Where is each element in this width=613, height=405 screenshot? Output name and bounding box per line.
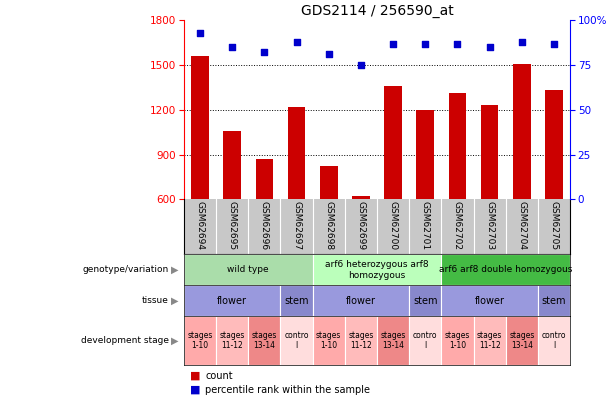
Text: stages
1-10: stages 1-10 [445, 331, 470, 350]
Point [195, 30, 205, 36]
Text: percentile rank within the sample: percentile rank within the sample [205, 385, 370, 395]
Bar [513, 64, 531, 199]
Bar [538, 316, 570, 364]
Text: contro
l: contro l [542, 331, 566, 350]
Text: GSM62701: GSM62701 [421, 201, 430, 250]
Text: stages
11-12: stages 11-12 [477, 331, 502, 350]
Point [549, 40, 559, 47]
Text: ▶: ▶ [171, 296, 178, 306]
Bar [352, 196, 370, 199]
Text: stem: stem [542, 296, 566, 306]
Text: count: count [205, 371, 233, 381]
Text: GSM62704: GSM62704 [517, 201, 527, 250]
Point [356, 62, 366, 68]
Text: stem: stem [413, 296, 438, 306]
Bar [384, 86, 402, 199]
Point [388, 40, 398, 47]
Text: stages
1-10: stages 1-10 [316, 331, 341, 350]
Text: GSM62702: GSM62702 [453, 201, 462, 250]
Bar [449, 93, 466, 199]
Bar [545, 90, 563, 199]
Bar [256, 159, 273, 199]
Text: GSM62698: GSM62698 [324, 201, 333, 250]
Bar [409, 285, 441, 316]
Bar [191, 56, 209, 199]
Text: contro
l: contro l [413, 331, 438, 350]
Bar [345, 316, 377, 364]
Bar [441, 285, 538, 316]
Bar [320, 166, 338, 199]
Bar [223, 131, 241, 199]
Text: development stage: development stage [80, 336, 169, 345]
Bar [248, 316, 281, 364]
Bar [416, 110, 434, 199]
Text: stages
13-14: stages 13-14 [381, 331, 406, 350]
Text: stages
11-12: stages 11-12 [219, 331, 245, 350]
Text: wild type: wild type [227, 265, 269, 274]
Bar [441, 254, 570, 285]
Text: GSM62705: GSM62705 [549, 201, 558, 250]
Text: ■: ■ [190, 385, 200, 395]
Text: stages
13-14: stages 13-14 [509, 331, 535, 350]
Text: GSM62695: GSM62695 [227, 201, 237, 250]
Text: GSM62696: GSM62696 [260, 201, 269, 250]
Text: contro
l: contro l [284, 331, 309, 350]
Bar [506, 316, 538, 364]
Point [324, 51, 333, 58]
Text: GSM62697: GSM62697 [292, 201, 301, 250]
Point [517, 38, 527, 45]
Text: ▶: ▶ [171, 335, 178, 345]
Text: GSM62694: GSM62694 [196, 201, 205, 250]
Point [421, 40, 430, 47]
Bar [184, 285, 281, 316]
Bar [184, 254, 313, 285]
Text: flower: flower [346, 296, 376, 306]
Text: GSM62700: GSM62700 [389, 201, 398, 250]
Text: flower: flower [474, 296, 504, 306]
Text: tissue: tissue [142, 296, 169, 305]
Point [259, 49, 269, 56]
Title: GDS2114 / 256590_at: GDS2114 / 256590_at [300, 4, 454, 18]
Text: stages
13-14: stages 13-14 [252, 331, 277, 350]
Bar [473, 316, 506, 364]
Text: genotype/variation: genotype/variation [82, 265, 169, 274]
Bar [287, 107, 305, 199]
Text: arf6 arf8 double homozygous: arf6 arf8 double homozygous [439, 265, 573, 274]
Bar [313, 316, 345, 364]
Bar [377, 316, 409, 364]
Bar [313, 285, 409, 316]
Text: GSM62699: GSM62699 [356, 201, 365, 250]
Bar [184, 316, 216, 364]
Point [292, 38, 302, 45]
Text: arf6 heterozygous arf8
homozygous: arf6 heterozygous arf8 homozygous [325, 260, 429, 279]
Text: stages
1-10: stages 1-10 [188, 331, 213, 350]
Bar [538, 285, 570, 316]
Point [452, 40, 462, 47]
Text: flower: flower [217, 296, 247, 306]
Text: GSM62703: GSM62703 [485, 201, 494, 250]
Bar [481, 105, 498, 199]
Bar [313, 254, 441, 285]
Bar [281, 285, 313, 316]
Text: stem: stem [284, 296, 309, 306]
Text: ▶: ▶ [171, 265, 178, 275]
Text: stages
11-12: stages 11-12 [348, 331, 373, 350]
Bar [216, 316, 248, 364]
Bar [441, 316, 473, 364]
Bar [281, 316, 313, 364]
Text: ■: ■ [190, 371, 200, 381]
Bar [409, 316, 441, 364]
Point [485, 44, 495, 50]
Point [227, 44, 237, 50]
